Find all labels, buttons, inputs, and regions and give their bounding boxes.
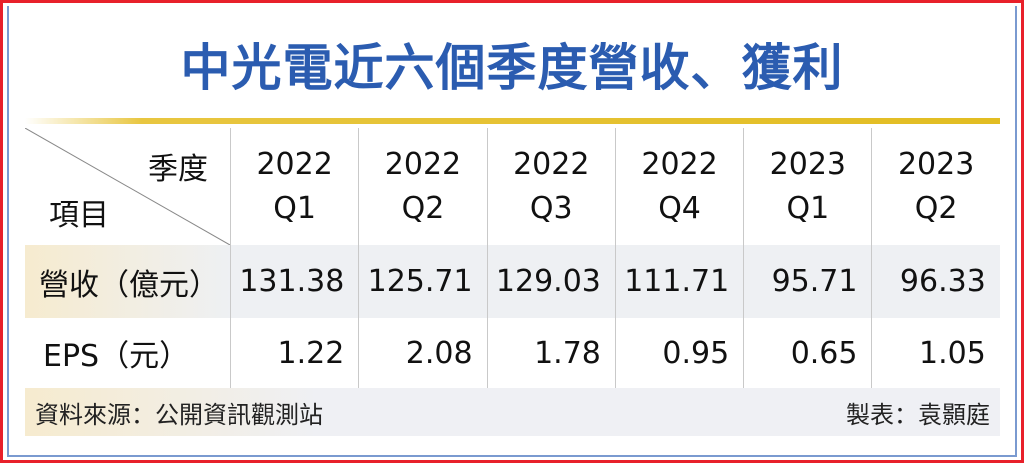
table-cell: 131.38 [230,245,358,318]
revenue-row: 營收（億元） 131.38 125.71 129.03 111.71 95.71 96.3… [25,245,1000,318]
column-header: 2022 Q2 [358,128,486,245]
row-header-label: 項目 [49,198,109,233]
title-divider [25,118,1000,124]
column-year: 2022 [384,146,462,182]
table-cell: 96.33 [871,245,999,318]
table-cell: 129.03 [486,245,615,318]
table-cell: 125.71 [358,245,486,318]
table-cell: 0.65 [743,318,871,388]
table-cell: 1.78 [486,318,615,388]
table-cell: 1.05 [871,318,999,388]
row-label: EPS（元） [43,339,190,374]
header-row: 季度 項目 2022 Q1 2022 Q2 2022 Q3 2022 Q4 2023 Q1 2023… [25,128,1000,245]
corner-cell: 季度 項目 [25,128,230,245]
column-quarter: Q1 [273,190,316,226]
page-title: 中光電近六個季度營收、獲利 [180,39,844,97]
column-quarter: Q4 [658,190,701,226]
table-cell: 0.95 [614,318,743,388]
source-text: 資料來源：公開資訊觀測站 [35,400,323,429]
column-quarter: Q1 [786,190,830,226]
column-quarter: Q2 [914,190,958,226]
table-cell: 111.71 [614,245,743,318]
column-quarter: Q3 [529,190,573,226]
column-year: 2023 [769,146,847,182]
column-header: 2023 Q2 [871,128,999,245]
column-quarter: Q2 [401,190,445,226]
column-year: 2022 [641,146,718,182]
diagonal-divider [25,128,230,245]
column-header: 2022 Q1 [230,128,358,245]
row-label: 營收（億元） [25,245,230,318]
table-cell: 95.71 [743,245,871,318]
footer: 資料來源：公開資訊觀測站 製表：袁顥庭 [25,388,1000,436]
credit-text: 製表：袁顥庭 [846,400,990,429]
column-header: 2022 Q3 [486,128,615,245]
column-year: 2022 [256,146,333,182]
column-header: 2022 Q4 [614,128,743,245]
eps-row: EPS（元） 1.22 2.08 1.78 0.95 0.65 1.05 [25,318,1000,388]
column-header-label: 季度 [148,152,208,187]
column-year: 2023 [897,146,975,182]
column-year: 2022 [513,146,590,182]
column-header: 2023 Q1 [743,128,871,245]
table-cell: 2.08 [358,318,486,388]
table-cell: 1.22 [230,318,358,388]
